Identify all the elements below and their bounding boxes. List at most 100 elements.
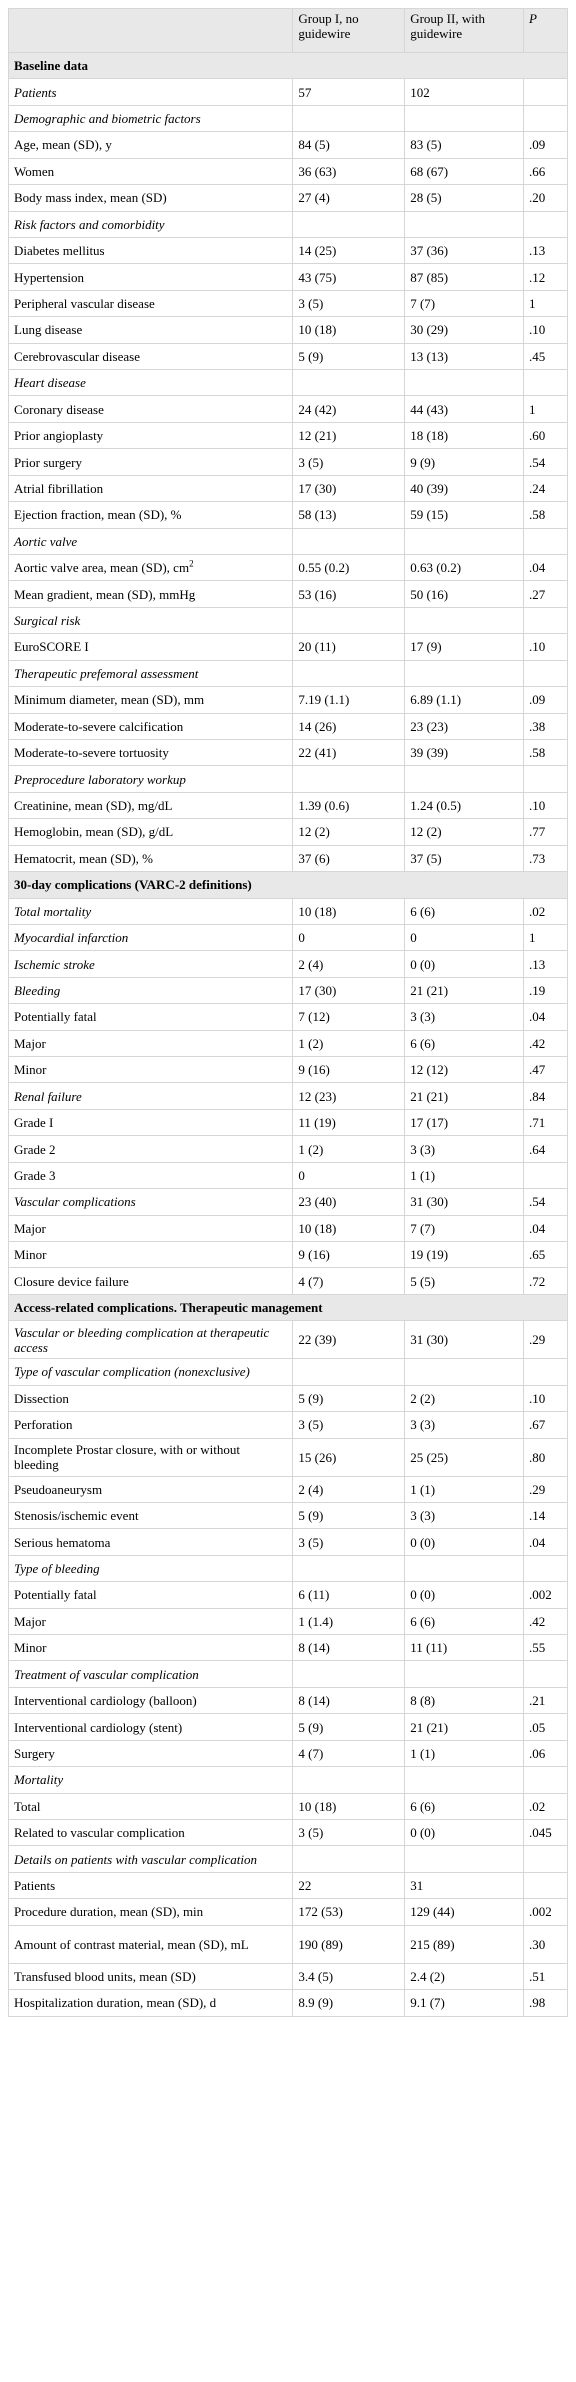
row-label: Total mortality bbox=[7, 897, 294, 925]
row-label: Bleeding bbox=[7, 976, 294, 1005]
empty-cell bbox=[523, 659, 568, 688]
empty-cell bbox=[523, 1845, 568, 1873]
group-1-value: 15 (26) bbox=[292, 1437, 406, 1477]
group-header-row: Mortality bbox=[7, 1766, 568, 1794]
group-1-value: 1 (2) bbox=[292, 1135, 406, 1163]
p-value: .04 bbox=[523, 1214, 568, 1242]
group-2-value: 11 (11) bbox=[404, 1634, 524, 1662]
group-header-row: Heart disease bbox=[7, 369, 568, 397]
table-row: Ejection fraction, mean (SD), % 58 (13) 59… bbox=[7, 501, 568, 529]
row-label: Hypertension bbox=[7, 263, 294, 291]
table-row: Minor 8 (14) 11 (11) .55 bbox=[7, 1634, 568, 1662]
group-1-value: 3 (5) bbox=[292, 1528, 406, 1556]
group-2-value: 17 (9) bbox=[404, 633, 524, 661]
row-label-text: Minor bbox=[14, 1640, 47, 1656]
group-2-value: 2 (2) bbox=[404, 1384, 524, 1413]
empty-cell bbox=[523, 369, 568, 397]
row-label: Related to vascular complication bbox=[7, 1818, 294, 1847]
group-2-value: 59 (15) bbox=[404, 501, 524, 529]
table-row: Mean gradient, mean (SD), mmHg 53 (16) 50 … bbox=[7, 580, 568, 608]
row-label-text: Minor bbox=[14, 1062, 47, 1078]
p-value: .72 bbox=[523, 1267, 568, 1295]
p-value: .10 bbox=[523, 791, 568, 820]
section-title: Access-related complications. Therapeuti… bbox=[8, 1293, 568, 1322]
p-value: .42 bbox=[523, 1607, 568, 1636]
p-value: .47 bbox=[523, 1056, 568, 1084]
group-2-value: 31 (30) bbox=[404, 1188, 524, 1216]
table-row: Total mortality 10 (18) 6 (6) .02 bbox=[7, 897, 568, 925]
group-2-value: 102 bbox=[404, 78, 524, 106]
group-2-value: 7 (7) bbox=[404, 1214, 524, 1242]
row-label-text: Cerebrovascular disease bbox=[14, 348, 140, 364]
row-label-text: Ischemic stroke bbox=[14, 956, 95, 972]
p-value: .29 bbox=[523, 1475, 568, 1503]
table-row: Interventional cardiology (stent) 5 (9) 21… bbox=[7, 1713, 568, 1741]
row-label: Potentially fatal bbox=[7, 1003, 294, 1031]
row-label: Vascular complications bbox=[7, 1188, 294, 1216]
group-2-value: 129 (44) bbox=[404, 1898, 524, 1926]
p-value: .77 bbox=[523, 818, 568, 846]
row-label-text: EuroSCORE I bbox=[14, 639, 89, 655]
p-value: .67 bbox=[523, 1411, 568, 1439]
empty-cell bbox=[292, 1845, 406, 1873]
p-value: .66 bbox=[523, 157, 568, 186]
table-row: Patients 22 31 bbox=[7, 1871, 568, 1900]
p-value: .02 bbox=[523, 1792, 568, 1821]
row-label-text: Ejection fraction, mean (SD), % bbox=[14, 507, 182, 523]
group-1-value: 1.39 (0.6) bbox=[292, 791, 406, 820]
table-row: Patients 57 102 bbox=[7, 78, 568, 106]
p-value: .10 bbox=[523, 316, 568, 344]
group-header-row: Demographic and biometric factors bbox=[7, 104, 568, 133]
section-header-row: Baseline data bbox=[8, 51, 568, 80]
group-2-value: 87 (85) bbox=[404, 263, 524, 291]
empty-cell bbox=[292, 369, 406, 397]
p-value: 1 bbox=[523, 289, 568, 318]
row-label-text: Major bbox=[14, 1613, 46, 1629]
empty-cell bbox=[404, 104, 524, 133]
group-2-value: 3 (3) bbox=[404, 1411, 524, 1439]
row-label-text: Vascular complications bbox=[14, 1194, 136, 1210]
group-2-value: 13 (13) bbox=[404, 342, 524, 371]
row-label: Minimum diameter, mean (SD), mm bbox=[7, 686, 294, 714]
empty-cell bbox=[523, 1358, 568, 1386]
header-group-2: Group II, with guidewire bbox=[404, 8, 524, 53]
row-label-text: Surgery bbox=[14, 1745, 55, 1761]
section-header-row: 30-day complications (VARC-2 definitions… bbox=[8, 871, 568, 899]
p-value: 1 bbox=[523, 395, 568, 423]
group-1-value: 8 (14) bbox=[292, 1634, 406, 1662]
group-title: Aortic valve bbox=[7, 527, 294, 556]
group-1-value: 3 (5) bbox=[292, 1818, 406, 1847]
empty-cell bbox=[292, 1766, 406, 1794]
p-value: .54 bbox=[523, 448, 568, 476]
row-label: EuroSCORE I bbox=[7, 633, 294, 661]
row-label-text: Major bbox=[14, 1035, 46, 1051]
group-1-value: 4 (7) bbox=[292, 1739, 406, 1768]
row-label-text: Hospitalization duration, mean (SD), d bbox=[14, 1995, 217, 2011]
row-label-text: Body mass index, mean (SD) bbox=[14, 190, 167, 206]
table-row: Aortic valve area, mean (SD), cm2 0.55 (0… bbox=[7, 554, 568, 582]
group-header-row: Therapeutic prefemoral assessment bbox=[7, 659, 568, 688]
row-label-text: Stenosis/ischemic event bbox=[14, 1508, 139, 1524]
group-1-value: 14 (25) bbox=[292, 236, 406, 265]
p-value: .14 bbox=[523, 1501, 568, 1530]
row-label-text: Total mortality bbox=[14, 903, 92, 919]
group-1-value: 10 (18) bbox=[292, 316, 406, 344]
p-value: .10 bbox=[523, 1384, 568, 1413]
empty-cell bbox=[404, 210, 524, 238]
group-1-value: 5 (9) bbox=[292, 342, 406, 371]
empty-cell bbox=[292, 104, 406, 133]
p-value: .21 bbox=[523, 1686, 568, 1715]
group-2-value: 37 (5) bbox=[404, 844, 524, 873]
row-label: Minor bbox=[7, 1056, 294, 1084]
group-1-value: 57 bbox=[292, 78, 406, 106]
table-row: Pseudoaneurysm 2 (4) 1 (1) .29 bbox=[7, 1475, 568, 1503]
p-value: .58 bbox=[523, 501, 568, 529]
row-label: Ejection fraction, mean (SD), % bbox=[7, 501, 294, 529]
group-1-value: 20 (11) bbox=[292, 633, 406, 661]
group-1-value: 6 (11) bbox=[292, 1581, 406, 1609]
row-label: Peripheral vascular disease bbox=[7, 289, 294, 318]
group-1-value: 53 (16) bbox=[292, 580, 406, 608]
row-label-text: Bleeding bbox=[14, 982, 61, 998]
group-1-value: 9 (16) bbox=[292, 1240, 406, 1269]
row-label: Major bbox=[7, 1214, 294, 1242]
